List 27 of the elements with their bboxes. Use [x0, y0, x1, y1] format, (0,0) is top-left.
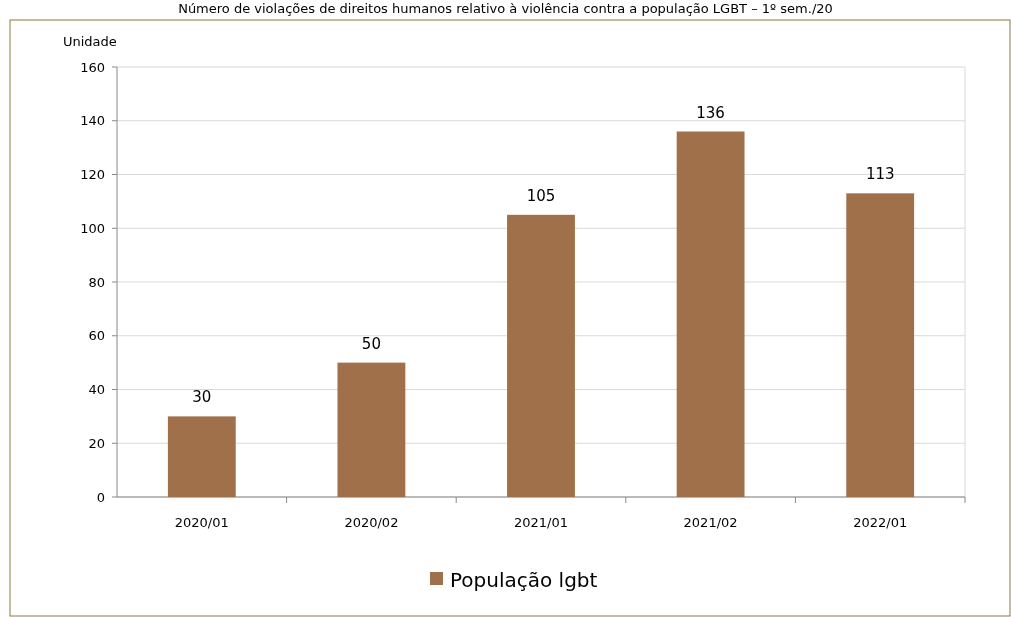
y-tick-label: 160	[80, 59, 105, 75]
bar	[167, 416, 236, 497]
x-tick-label: 2021/01	[513, 515, 569, 530]
x-tick-label: 2020/02	[344, 515, 399, 530]
y-axis-title: Unidade	[63, 34, 117, 49]
x-tick-label: 2020/01	[174, 515, 229, 530]
data-label: 136	[696, 103, 725, 122]
y-tick-label: 60	[88, 328, 105, 344]
bar	[337, 362, 406, 497]
legend-label: População lgbt	[450, 568, 598, 592]
chart-title: Número de violações de direitos humanos relativo à violência contra a população LGBT – 1º sem./20	[178, 1, 833, 16]
data-label: 105	[526, 186, 556, 205]
data-label: 113	[865, 165, 895, 184]
y-tick-label: 40	[88, 382, 105, 398]
data-label: 50	[361, 334, 381, 353]
x-tick-label: 2021/02	[683, 515, 738, 530]
x-tick-label: 2022/01	[853, 515, 908, 530]
y-tick-label: 120	[80, 167, 105, 183]
bar	[676, 131, 745, 497]
y-tick-label: 140	[80, 113, 105, 129]
data-label: 30	[192, 388, 212, 407]
bar	[846, 193, 915, 497]
y-tick-label: 0	[96, 489, 105, 505]
bar	[507, 214, 575, 497]
y-tick-label: 80	[88, 274, 105, 290]
y-tick-label: 100	[80, 220, 105, 236]
y-tick-label: 20	[88, 435, 105, 451]
